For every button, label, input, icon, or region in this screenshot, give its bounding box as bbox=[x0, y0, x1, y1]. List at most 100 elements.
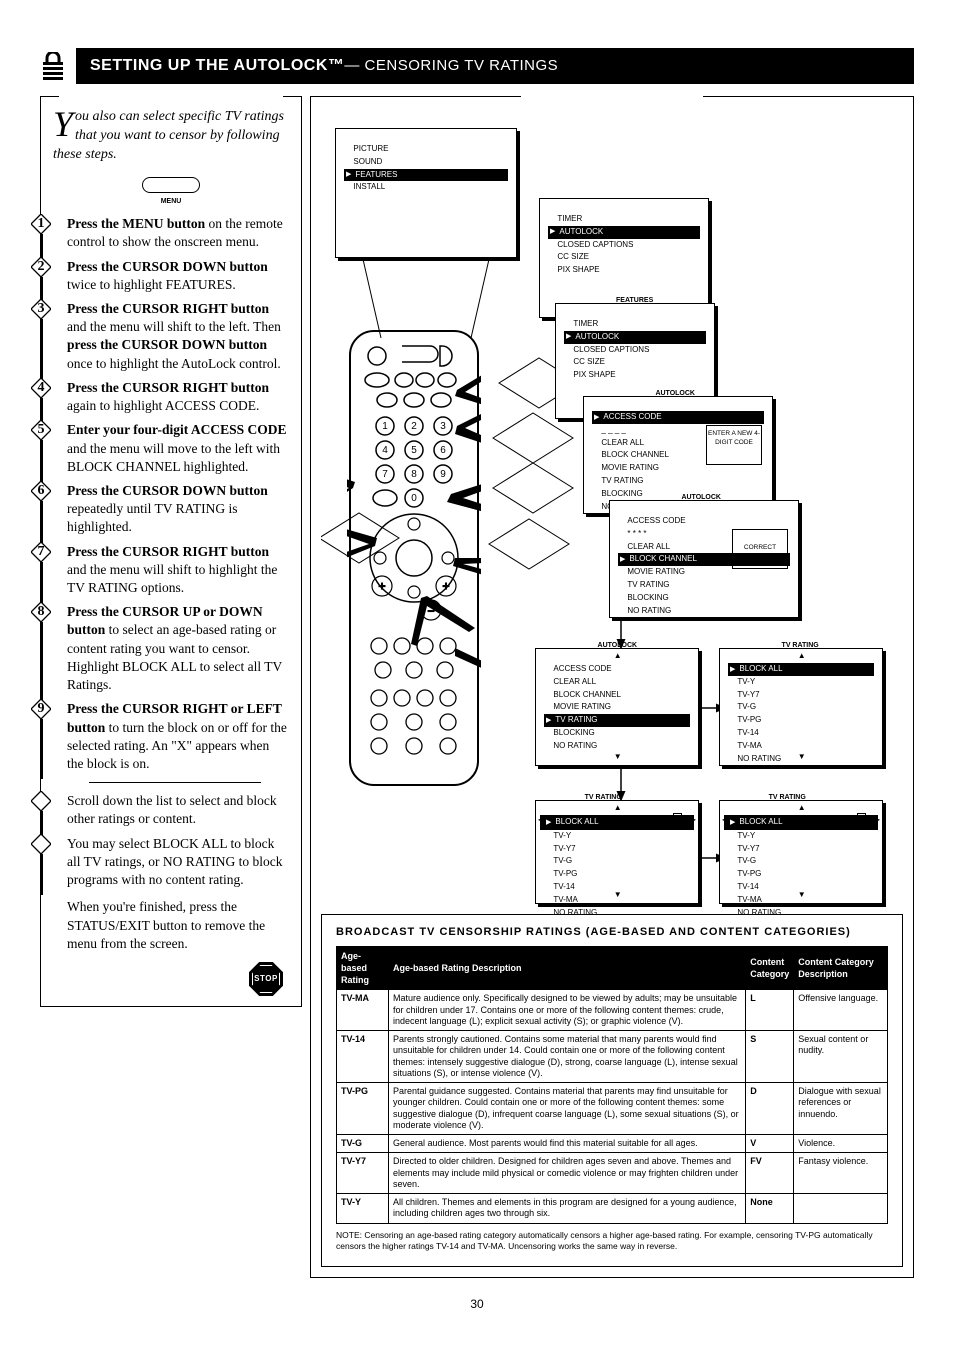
panel-item: ▶TV RATING bbox=[618, 579, 790, 592]
step-bold: Press the CURSOR RIGHT button bbox=[67, 301, 269, 316]
intro-text: Y ou also can select specific TV ratings… bbox=[41, 106, 301, 171]
panel-item: ▶NO RATING bbox=[544, 740, 690, 753]
svg-text:2: 2 bbox=[411, 421, 417, 432]
panel-item: ▶TIMER bbox=[564, 318, 706, 331]
panel-item: ▶BLOCKING bbox=[544, 727, 690, 740]
rating-age: TV-PG bbox=[337, 1083, 389, 1135]
sub-step: Scroll down the list to select and block… bbox=[41, 789, 301, 831]
step-1: 1Press the MENU button on the remote con… bbox=[41, 212, 301, 254]
panel-item: ▶NO RATING bbox=[544, 907, 690, 920]
panel-item: ▶BLOCK CHANNEL bbox=[544, 689, 690, 702]
step-rest: and the menu will move to the left with … bbox=[67, 441, 280, 474]
diagram-area: 1 2 3 4 5 6 7 8 9 0 bbox=[321, 108, 903, 908]
osd-panel-main: ▶PICTURE▶SOUND▶FEATURES▶INSTALL bbox=[335, 128, 517, 258]
step-4: 4Press the CURSOR RIGHT button again to … bbox=[41, 376, 301, 418]
panel-item: ▶TV-PG bbox=[728, 868, 874, 881]
ratings-header-cell: Age-based Rating bbox=[337, 946, 389, 989]
panel-item: ▶AUTOLOCK bbox=[548, 226, 700, 239]
rating-age: TV-Y bbox=[337, 1194, 389, 1224]
step-number: 7 bbox=[31, 542, 51, 562]
ratings-title: BROADCAST TV CENSORSHIP RATINGS (AGE-BAS… bbox=[336, 925, 888, 940]
svg-text:+: + bbox=[442, 579, 449, 593]
panel-item: ▶PIX SHAPE bbox=[548, 264, 700, 277]
step-9: 9 Press the CURSOR RIGHT or LEFT button … bbox=[41, 697, 301, 776]
panel-note: CORRECT bbox=[732, 529, 788, 569]
rating-cat-desc: Offensive language. bbox=[794, 990, 888, 1031]
stop-row: STOP bbox=[41, 956, 301, 996]
osd-panel-autolock-correct: AUTOLOCK ▶ACCESS CODE▶* * * *▶CLEAR ALL▶… bbox=[609, 500, 799, 618]
step-bold: Press the MENU button bbox=[67, 216, 205, 231]
step-bold: Enter your four-digit ACCESS CODE bbox=[67, 422, 287, 437]
title-bar: SETTING UP THE AUTOLOCK™ — CENSORING TV … bbox=[76, 48, 914, 84]
panel-item: ▶PICTURE bbox=[344, 143, 508, 156]
panel-header: FEATURES bbox=[616, 296, 653, 305]
step-7: 7Press the CURSOR RIGHT button and the m… bbox=[41, 540, 301, 601]
svg-text:7: 7 bbox=[382, 469, 388, 480]
panel-item: ▶CLOSED CAPTIONS bbox=[548, 239, 700, 252]
panel-item: ▶TV RATING bbox=[544, 714, 690, 727]
panel-header: AUTOLOCK bbox=[598, 641, 638, 650]
panel-item: ▶TV-Y7 bbox=[728, 689, 874, 702]
rating-age-desc: General audience. Most parents would fin… bbox=[389, 1135, 746, 1153]
panel-item: ▶BLOCKING bbox=[592, 488, 764, 501]
ratings-header-cell: Content Category bbox=[746, 946, 794, 989]
lock-icon bbox=[40, 52, 66, 80]
table-row: TV-Y7Directed to older children. Designe… bbox=[337, 1153, 888, 1194]
panel-item: ▶TV-G bbox=[728, 701, 874, 714]
panel-header: AUTOLOCK bbox=[681, 493, 721, 502]
page-number: 30 bbox=[40, 1296, 914, 1312]
panel-header: AUTOLOCK bbox=[655, 389, 695, 398]
table-row: TV-GGeneral audience. Most parents would… bbox=[337, 1135, 888, 1153]
svg-text:5: 5 bbox=[411, 445, 417, 456]
step-bold: Press the CURSOR DOWN button bbox=[67, 483, 268, 498]
panel-header: TV RATING bbox=[585, 793, 622, 802]
rating-cat: S bbox=[746, 1031, 794, 1083]
instructions-column: Y ou also can select specific TV ratings… bbox=[40, 96, 302, 1007]
panel-item: ▶BLOCK ALL bbox=[728, 663, 874, 676]
drop-cap: Y bbox=[53, 110, 73, 139]
panel-item: ▶TIMER bbox=[548, 213, 700, 226]
svg-text:8: 8 bbox=[411, 469, 417, 480]
osd-panel-tvrating-check-x: TV RATING ▲ ◀ ▶ ✕ ▶BLOCK ALL ▶TV-Y▶TV-Y7… bbox=[719, 800, 883, 904]
rating-age: TV-G bbox=[337, 1135, 389, 1153]
panel-item: ▶PIX SHAPE bbox=[564, 369, 706, 382]
panel-item: ▶TV-Y bbox=[728, 676, 874, 689]
ratings-box: BROADCAST TV CENSORSHIP RATINGS (AGE-BAS… bbox=[321, 914, 903, 1267]
panel-item: ▶FEATURES bbox=[344, 169, 508, 182]
step-rest2: once to highlight the AutoLock control. bbox=[67, 356, 281, 371]
rating-age-desc: Mature audience only. Specifically desig… bbox=[389, 990, 746, 1031]
panel-item: ▶TV-Y bbox=[728, 830, 874, 843]
ratings-header-cell: Age-based Rating Description bbox=[389, 946, 746, 989]
stop-icon: STOP bbox=[249, 962, 283, 996]
diagram-column: 1 2 3 4 5 6 7 8 9 0 bbox=[310, 96, 914, 1278]
svg-text:+: + bbox=[378, 579, 385, 593]
panel-item: ▶NO RATING bbox=[618, 605, 790, 618]
step-bold: Press the CURSOR RIGHT button bbox=[67, 380, 269, 395]
stop-label: STOP bbox=[252, 965, 280, 993]
panel-item: ▶BLOCK ALL bbox=[546, 816, 688, 829]
panel-item: ▶CLEAR ALL bbox=[544, 676, 690, 689]
osd-panel-autolock-enter: AUTOLOCK ▶ACCESS CODE▶_ _ _ _▶CLEAR ALL▶… bbox=[583, 396, 773, 514]
panel-item: ▶INSTALL bbox=[344, 181, 508, 194]
rating-cat-desc: Dialogue with sexual references or innue… bbox=[794, 1083, 888, 1135]
step-bold: Press the CURSOR RIGHT button bbox=[67, 544, 269, 559]
step-rest: repeatedly until TV RATING is highlighte… bbox=[67, 501, 237, 534]
remote-control-illustration: 1 2 3 4 5 6 7 8 9 0 bbox=[347, 328, 481, 788]
step-rest: twice to highlight FEATURES. bbox=[67, 277, 236, 292]
osd-panel-tvrating-check-empty: TV RATING ▲ ◀ ▶ ▶BLOCK ALL ▶TV-Y▶TV-Y7▶T… bbox=[535, 800, 699, 904]
panel-item: ▶BLOCK ALL bbox=[730, 816, 872, 829]
osd-panel-autolock-tvrating: AUTOLOCK ▲ ▶ACCESS CODE▶CLEAR ALL▶BLOCK … bbox=[535, 648, 699, 766]
divider bbox=[89, 782, 261, 783]
panel-item: ▶BLOCKING bbox=[618, 592, 790, 605]
rating-cat: FV bbox=[746, 1153, 794, 1194]
rating-cat: None bbox=[746, 1194, 794, 1224]
rating-age: TV-MA bbox=[337, 990, 389, 1031]
rating-cat-desc: Fantasy violence. bbox=[794, 1153, 888, 1194]
rating-cat-desc bbox=[794, 1194, 888, 1224]
panel-item: ▶TV-MA bbox=[728, 740, 874, 753]
svg-text:0: 0 bbox=[411, 493, 417, 504]
title-main: SETTING UP THE AUTOLOCK™ bbox=[90, 55, 344, 77]
panel-item: ▶NO RATING bbox=[728, 907, 874, 920]
step-8: 8 Press the CURSOR UP or DOWN button to … bbox=[41, 600, 301, 697]
panel-item: ▶TV-14 bbox=[728, 727, 874, 740]
